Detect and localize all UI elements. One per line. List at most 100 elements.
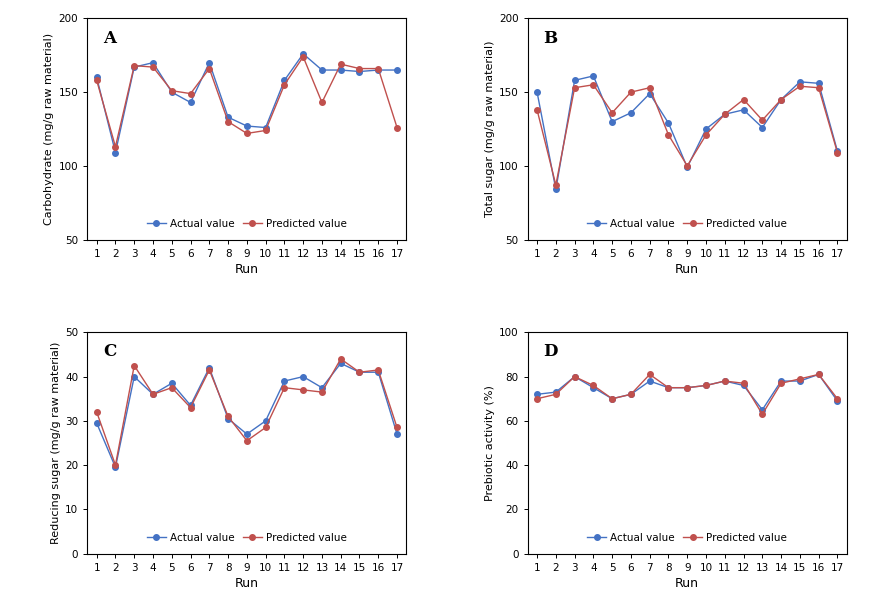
- Text: B: B: [544, 30, 558, 47]
- Predicted value: [682, 162, 692, 170]
- Predicted value: [663, 384, 674, 391]
- Actual value: [223, 415, 233, 423]
- Line: Predicted value: Predicted value: [94, 54, 400, 149]
- Predicted value: [298, 386, 308, 394]
- X-axis label: Run: Run: [675, 263, 699, 276]
- Predicted value: [392, 424, 402, 431]
- Predicted value: [701, 382, 711, 389]
- Line: Predicted value: Predicted value: [534, 82, 840, 188]
- Predicted value: [129, 62, 140, 69]
- Predicted value: [167, 384, 177, 391]
- Predicted value: [776, 96, 787, 103]
- Predicted value: [757, 116, 767, 124]
- Actual value: [532, 391, 542, 398]
- Actual value: [757, 124, 767, 131]
- Predicted value: [204, 367, 215, 374]
- Actual value: [92, 74, 102, 81]
- Predicted value: [776, 379, 787, 387]
- Actual value: [129, 63, 140, 71]
- Actual value: [626, 391, 636, 398]
- Predicted value: [373, 65, 383, 72]
- Predicted value: [260, 127, 271, 134]
- Predicted value: [739, 96, 749, 103]
- Text: A: A: [103, 30, 116, 47]
- Predicted value: [392, 124, 402, 131]
- Predicted value: [354, 65, 365, 72]
- Actual value: [260, 124, 271, 131]
- Predicted value: [92, 408, 102, 416]
- Y-axis label: Total sugar (mg/g raw material): Total sugar (mg/g raw material): [485, 41, 495, 217]
- Actual value: [569, 373, 580, 380]
- Actual value: [794, 378, 805, 385]
- Actual value: [551, 389, 561, 396]
- Actual value: [185, 99, 196, 106]
- Actual value: [354, 68, 365, 75]
- Predicted value: [532, 395, 542, 402]
- Predicted value: [92, 77, 102, 84]
- Predicted value: [626, 391, 636, 398]
- Y-axis label: Reducing sugar (mg/g raw material): Reducing sugar (mg/g raw material): [51, 342, 61, 544]
- Predicted value: [719, 378, 730, 385]
- Predicted value: [794, 375, 805, 383]
- Text: D: D: [544, 343, 558, 360]
- Line: Actual value: Actual value: [534, 73, 840, 192]
- Predicted value: [110, 461, 120, 469]
- Actual value: [317, 66, 327, 74]
- Actual value: [814, 79, 824, 87]
- Actual value: [532, 89, 542, 96]
- Predicted value: [335, 355, 346, 363]
- Legend: Actual value, Predicted value: Actual value, Predicted value: [144, 216, 350, 232]
- Actual value: [832, 148, 842, 155]
- Actual value: [373, 368, 383, 376]
- Text: C: C: [103, 343, 116, 360]
- Actual value: [279, 378, 290, 385]
- Actual value: [298, 50, 308, 58]
- Y-axis label: Carbohydrate (mg/g raw material): Carbohydrate (mg/g raw material): [45, 33, 54, 225]
- Actual value: [110, 464, 120, 471]
- Predicted value: [814, 84, 824, 92]
- Predicted value: [148, 63, 158, 71]
- Predicted value: [242, 437, 252, 445]
- Line: Predicted value: Predicted value: [534, 371, 840, 417]
- Predicted value: [260, 424, 271, 431]
- Predicted value: [663, 131, 674, 138]
- Predicted value: [317, 99, 327, 106]
- Predicted value: [242, 130, 252, 137]
- Predicted value: [373, 367, 383, 374]
- Predicted value: [832, 149, 842, 156]
- Actual value: [373, 66, 383, 74]
- Actual value: [317, 384, 327, 391]
- Actual value: [148, 391, 158, 398]
- Actual value: [242, 430, 252, 438]
- X-axis label: Run: Run: [235, 577, 259, 590]
- Actual value: [719, 378, 730, 385]
- Predicted value: [185, 90, 196, 97]
- Actual value: [298, 373, 308, 380]
- Predicted value: [607, 395, 617, 402]
- Predicted value: [279, 81, 290, 89]
- Actual value: [607, 118, 617, 125]
- Actual value: [392, 66, 402, 74]
- Actual value: [644, 378, 655, 385]
- Predicted value: [569, 84, 580, 92]
- Actual value: [551, 186, 561, 193]
- Predicted value: [551, 181, 561, 189]
- Predicted value: [832, 395, 842, 402]
- Actual value: [739, 106, 749, 114]
- Legend: Actual value, Predicted value: Actual value, Predicted value: [584, 216, 790, 232]
- Actual value: [223, 114, 233, 121]
- Predicted value: [569, 373, 580, 380]
- Predicted value: [204, 65, 215, 72]
- Predicted value: [185, 404, 196, 411]
- Predicted value: [588, 81, 599, 89]
- Actual value: [682, 384, 692, 391]
- Predicted value: [129, 362, 140, 369]
- Actual value: [354, 368, 365, 376]
- Predicted value: [794, 82, 805, 90]
- Actual value: [242, 122, 252, 130]
- Actual value: [607, 395, 617, 402]
- Actual value: [392, 430, 402, 438]
- Actual value: [185, 402, 196, 409]
- Actual value: [663, 384, 674, 391]
- Actual value: [335, 360, 346, 367]
